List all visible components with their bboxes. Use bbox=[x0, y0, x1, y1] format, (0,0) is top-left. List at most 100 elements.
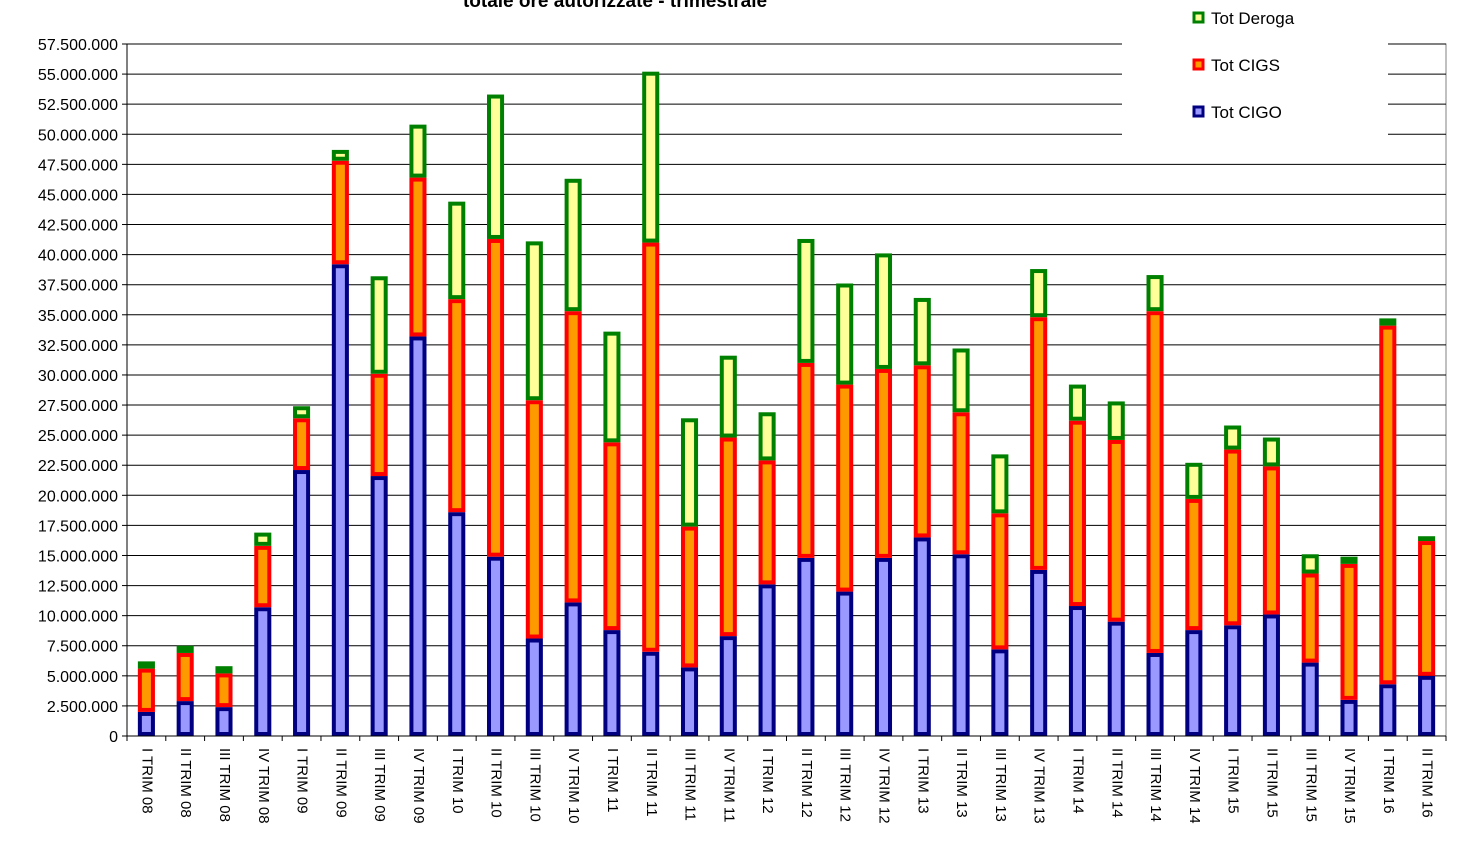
y-tick-label: 52.500.000 bbox=[38, 97, 118, 114]
bar-segment bbox=[1379, 325, 1397, 685]
bar-segment bbox=[176, 652, 194, 702]
x-tick-label: IV TRIM 14 bbox=[1186, 748, 1203, 824]
legend-label: Tot CIGO bbox=[1211, 103, 1282, 122]
bar-segment bbox=[409, 124, 427, 178]
bar-segment bbox=[137, 661, 155, 669]
bar-segment bbox=[293, 406, 311, 419]
x-tick-label: III TRIM 10 bbox=[526, 748, 543, 822]
y-axis-ticks: 0 2.500.000 5.000.000 7.500.000 10.000.000 12… bbox=[38, 37, 127, 746]
bar-segment bbox=[448, 299, 466, 513]
x-tick-label: I TRIM 13 bbox=[914, 748, 931, 814]
bar-segment bbox=[1068, 420, 1086, 607]
x-tick-label: II TRIM 12 bbox=[798, 748, 815, 818]
y-tick-label: 50.000.000 bbox=[38, 127, 118, 144]
bar-segment bbox=[836, 591, 854, 736]
legend-label: Tot CIGS bbox=[1211, 56, 1280, 75]
bar-segment bbox=[1107, 621, 1125, 736]
bar-segment bbox=[642, 242, 660, 652]
bar-segment bbox=[603, 630, 621, 737]
bar-segment bbox=[1185, 498, 1203, 631]
bar-segment bbox=[719, 636, 737, 737]
x-tick-label: III TRIM 11 bbox=[682, 748, 699, 821]
bar-segment bbox=[564, 178, 582, 312]
bar-segment bbox=[254, 545, 272, 608]
x-tick-label: II TRIM 14 bbox=[1108, 748, 1125, 818]
bar-segment bbox=[1379, 684, 1397, 736]
bar-segment bbox=[680, 418, 699, 527]
bar-segment bbox=[370, 373, 388, 477]
bar-segment bbox=[913, 297, 931, 366]
bar-segment bbox=[1030, 569, 1048, 736]
x-tick-label: I TRIM 16 bbox=[1380, 748, 1397, 814]
y-tick-label: 5.000.000 bbox=[47, 669, 118, 686]
gridlines bbox=[127, 43, 1446, 707]
legend-swatch bbox=[1192, 58, 1205, 71]
bar-segment bbox=[1146, 311, 1164, 653]
bar-segment bbox=[1340, 563, 1358, 700]
x-tick-label: IV TRIM 09 bbox=[410, 748, 427, 824]
x-tick-label: II TRIM 13 bbox=[953, 748, 970, 818]
bar-segment bbox=[1224, 449, 1242, 626]
bar-segment bbox=[137, 711, 155, 736]
bar-segment bbox=[797, 362, 815, 558]
bars bbox=[137, 71, 1436, 737]
bar-segment bbox=[603, 331, 621, 443]
bar-segment bbox=[487, 238, 505, 557]
x-tick-label: IV TRIM 13 bbox=[1031, 748, 1048, 824]
bar-segment bbox=[991, 513, 1009, 650]
bar-segment bbox=[642, 71, 660, 243]
bar-segment bbox=[797, 557, 815, 736]
x-tick-label: IV TRIM 08 bbox=[255, 748, 272, 824]
legend-label: Tot Deroga bbox=[1211, 9, 1295, 28]
bar-segment bbox=[1224, 625, 1242, 737]
y-tick-label: 10.000.000 bbox=[38, 609, 118, 626]
bar-segment bbox=[254, 532, 272, 546]
bar-segment bbox=[758, 460, 776, 585]
y-tick-label: 40.000.000 bbox=[38, 248, 118, 265]
bar-segment bbox=[215, 666, 233, 674]
x-tick-label: I TRIM 15 bbox=[1225, 748, 1242, 814]
bar-segment bbox=[913, 365, 931, 538]
x-tick-label: IV TRIM 15 bbox=[1341, 748, 1358, 824]
y-tick-label: 32.500.000 bbox=[38, 338, 118, 355]
bar-segment bbox=[525, 638, 543, 736]
bar-segment bbox=[1418, 541, 1436, 676]
y-tick-label: 57.500.000 bbox=[38, 37, 118, 54]
bar-segment bbox=[680, 526, 699, 668]
x-tick-label: IV TRIM 11 bbox=[720, 748, 737, 822]
y-tick-label: 17.500.000 bbox=[38, 518, 118, 535]
bar-segment bbox=[719, 355, 737, 438]
chart-title: totale ore autorizzate - trimestrale bbox=[463, 0, 767, 12]
bar-segment bbox=[1301, 554, 1319, 574]
x-tick-label: IV TRIM 10 bbox=[565, 748, 582, 824]
x-tick-label: III TRIM 09 bbox=[371, 748, 388, 822]
x-axis-ticks: I TRIM 08 II TRIM 08 III TRIM 08 IV TRIM 08… bbox=[126, 736, 1447, 824]
bar-segment bbox=[758, 584, 776, 737]
bar-segment bbox=[1262, 466, 1280, 615]
bar-segment bbox=[1146, 275, 1164, 312]
bar-segment bbox=[331, 160, 349, 265]
bar-segment bbox=[1418, 675, 1436, 737]
bar-segment bbox=[215, 707, 233, 736]
bar-segment bbox=[719, 437, 737, 637]
bar-segment bbox=[991, 454, 1009, 514]
bar-segment bbox=[1301, 573, 1319, 663]
y-tick-label: 37.500.000 bbox=[38, 278, 118, 295]
x-tick-label: I TRIM 12 bbox=[759, 748, 776, 814]
bar-segment bbox=[642, 651, 660, 737]
bar-segment bbox=[1107, 401, 1125, 440]
y-tick-label: 20.000.000 bbox=[38, 488, 118, 505]
y-tick-label: 45.000.000 bbox=[38, 187, 118, 204]
y-tick-label: 27.500.000 bbox=[38, 398, 118, 415]
legend-box bbox=[1122, 0, 1388, 137]
x-tick-label: III TRIM 15 bbox=[1302, 748, 1319, 822]
legend-swatch bbox=[1192, 105, 1205, 118]
y-tick-label: 0 bbox=[109, 729, 118, 746]
bar-segment bbox=[913, 537, 931, 736]
bar-segment bbox=[215, 673, 233, 708]
y-tick-label: 42.500.000 bbox=[38, 218, 118, 235]
bar-segment bbox=[487, 556, 505, 737]
bar-segment bbox=[331, 149, 349, 161]
bar-segment bbox=[836, 384, 854, 592]
